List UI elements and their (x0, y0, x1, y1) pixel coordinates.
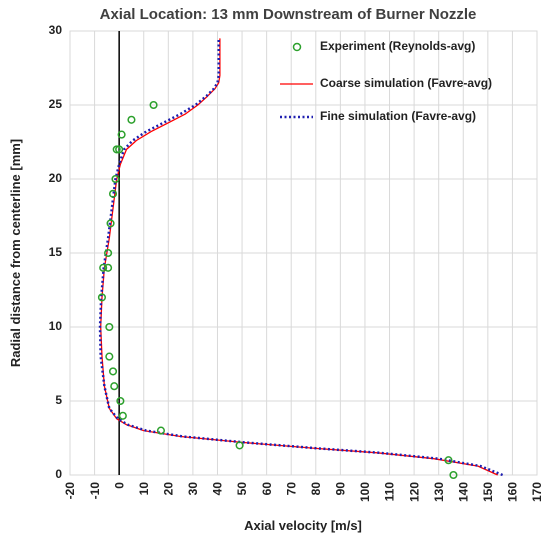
series-line-1 (100, 38, 498, 476)
experiment-marker (104, 248, 113, 258)
x-tick-label: 40 (211, 482, 225, 496)
x-tick-label: 120 (407, 482, 421, 502)
x-tick-label: 130 (432, 482, 446, 502)
legend: Experiment (Reynolds-avg) Coarse simulati… (280, 39, 492, 123)
series-line-2 (98, 38, 504, 477)
experiment-marker (149, 100, 158, 110)
x-tick-label: 90 (334, 482, 348, 496)
legend-marker-experiment (292, 42, 302, 52)
experiment-marker (105, 322, 114, 332)
x-tick-label: 0 (112, 482, 126, 489)
y-tick-label: 5 (55, 393, 62, 407)
legend-label-2: Fine simulation (Favre-avg) (320, 109, 476, 123)
y-tick-label: 20 (49, 171, 63, 185)
x-tick-label: 110 (383, 482, 397, 502)
experiment-marker (235, 441, 244, 450)
x-tick-label: 140 (456, 482, 470, 502)
chart-title: Axial Location: 13 mm Downstream of Burn… (100, 6, 477, 23)
y-tick-label: 10 (49, 319, 63, 333)
experiment-marker (118, 411, 127, 420)
experiment-marker (116, 396, 125, 406)
experiment-marker (105, 352, 114, 361)
y-axis-ticks: 0 5 10 15 20 25 30 (49, 23, 63, 481)
x-tick-label: 150 (481, 482, 495, 502)
experiment-marker (110, 382, 119, 391)
x-axis-label: Axial velocity [m/s] (244, 518, 362, 533)
experiment-marker (108, 189, 118, 198)
experiment-marker (99, 263, 108, 272)
y-tick-label: 25 (49, 97, 63, 111)
y-axis-label: Radial distance from centerline [mm] (8, 139, 23, 367)
x-tick-label: 100 (358, 482, 372, 502)
x-tick-label: 170 (530, 482, 544, 502)
y-tick-label: 30 (49, 23, 63, 37)
y-tick-label: 15 (49, 245, 63, 259)
y-tick-label: 0 (55, 467, 62, 481)
x-tick-label: 60 (260, 482, 274, 496)
series-layer (97, 38, 504, 480)
plot-area-border (69, 30, 538, 476)
experiment-marker (106, 219, 115, 228)
x-tick-label: -20 (63, 482, 77, 500)
x-tick-label: 70 (284, 482, 298, 496)
experiment-marker (444, 456, 453, 465)
x-tick-label: 160 (506, 482, 520, 502)
experiment-marker (97, 293, 107, 302)
x-tick-label: -10 (88, 482, 102, 500)
experiment-marker (449, 470, 458, 480)
legend-label-0: Experiment (Reynolds-avg) (320, 39, 475, 53)
x-tick-label: 80 (309, 482, 323, 496)
experiment-marker (127, 115, 136, 124)
experiment-marker (156, 426, 165, 435)
x-tick-label: 20 (161, 482, 175, 496)
experiment-marker (104, 263, 113, 272)
x-tick-label: 10 (137, 482, 151, 496)
experiment-marker (117, 130, 126, 139)
experiment-marker (115, 145, 124, 154)
experiment-marker (112, 145, 121, 154)
x-tick-label: 30 (186, 482, 200, 496)
x-tick-label: 50 (235, 482, 249, 496)
x-axis-ticks: -20 -10 0 10 20 30 40 50 60 70 80 90 100 110 120 130 140… (63, 482, 544, 502)
experiment-marker (108, 367, 118, 376)
experiment-marker (111, 174, 120, 184)
legend-label-1: Coarse simulation (Favre-avg) (320, 76, 492, 90)
